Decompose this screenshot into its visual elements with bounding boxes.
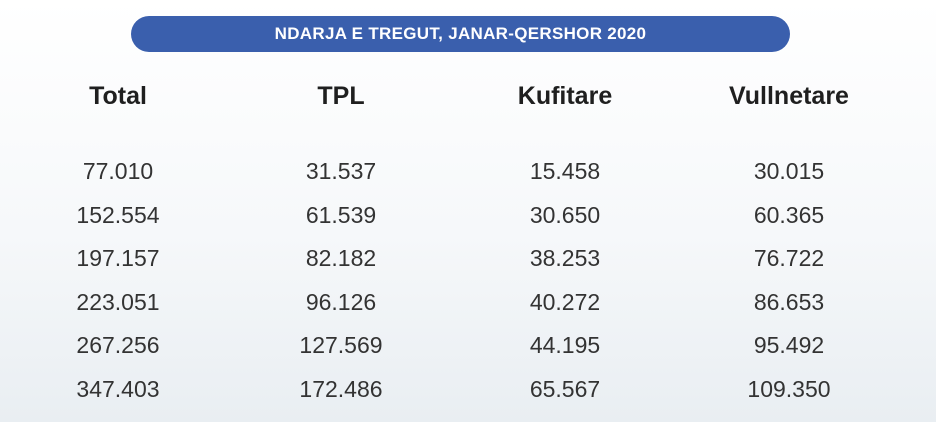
table-title: NDARJA E TREGUT, JANAR-QERSHOR 2020 [131, 16, 790, 52]
column-header: Kufitare [517, 82, 613, 110]
table-cell: 60.365 [753, 201, 825, 228]
table-cell: 223.051 [76, 288, 160, 315]
table-cell: 95.492 [753, 332, 825, 358]
table-cell: 15.458 [529, 158, 601, 184]
column-header: Vullnetare [729, 82, 849, 110]
table-cell: 127.569 [299, 332, 383, 358]
table-cell: 347.403 [76, 375, 160, 402]
table-cell: 109.350 [747, 375, 831, 402]
table-cell: 267.256 [76, 332, 160, 358]
table-cell: 30.015 [753, 158, 825, 184]
table-cell: 82.182 [305, 245, 377, 271]
table-cell: 61.539 [305, 201, 377, 228]
table-cell: 96.126 [305, 288, 377, 315]
table-cell: 86.653 [753, 288, 825, 315]
table-cell: 152.554 [76, 201, 160, 228]
table-cell: 197.157 [76, 245, 160, 271]
table-cell: 172.486 [299, 375, 383, 402]
table-cell: 65.567 [529, 375, 601, 402]
table-cell: 38.253 [529, 245, 601, 271]
column-header: Total [89, 82, 147, 110]
table-cell: 31.537 [305, 158, 377, 184]
table-cell: 44.195 [529, 332, 601, 358]
table-cell: 30.650 [529, 201, 601, 228]
table-cell: 76.722 [753, 245, 825, 271]
table-cell: 77.010 [82, 158, 154, 184]
column-header: TPL [317, 82, 365, 110]
table-cell: 40.272 [529, 288, 601, 315]
